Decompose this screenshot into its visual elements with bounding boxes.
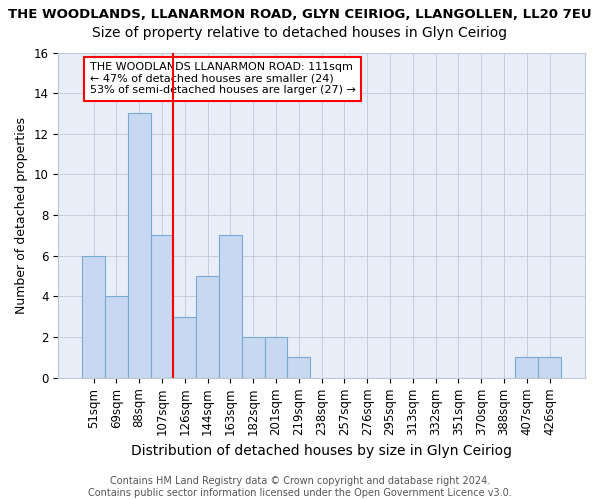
Text: THE WOODLANDS, LLANARMON ROAD, GLYN CEIRIOG, LLANGOLLEN, LL20 7EU: THE WOODLANDS, LLANARMON ROAD, GLYN CEIR… bbox=[8, 8, 592, 20]
X-axis label: Distribution of detached houses by size in Glyn Ceiriog: Distribution of detached houses by size … bbox=[131, 444, 512, 458]
Y-axis label: Number of detached properties: Number of detached properties bbox=[15, 116, 28, 314]
Bar bbox=[128, 114, 151, 378]
Text: Contains HM Land Registry data © Crown copyright and database right 2024.
Contai: Contains HM Land Registry data © Crown c… bbox=[88, 476, 512, 498]
Bar bbox=[82, 256, 105, 378]
Bar bbox=[173, 317, 196, 378]
Text: THE WOODLANDS LLANARMON ROAD: 111sqm
← 47% of detached houses are smaller (24)
5: THE WOODLANDS LLANARMON ROAD: 111sqm ← 4… bbox=[90, 62, 356, 96]
Bar bbox=[287, 358, 310, 378]
Bar bbox=[242, 337, 265, 378]
Bar bbox=[265, 337, 287, 378]
Bar bbox=[105, 296, 128, 378]
Bar bbox=[515, 358, 538, 378]
Bar bbox=[538, 358, 561, 378]
Bar bbox=[196, 276, 219, 378]
Bar bbox=[151, 236, 173, 378]
Bar bbox=[219, 236, 242, 378]
Text: Size of property relative to detached houses in Glyn Ceiriog: Size of property relative to detached ho… bbox=[92, 26, 508, 40]
